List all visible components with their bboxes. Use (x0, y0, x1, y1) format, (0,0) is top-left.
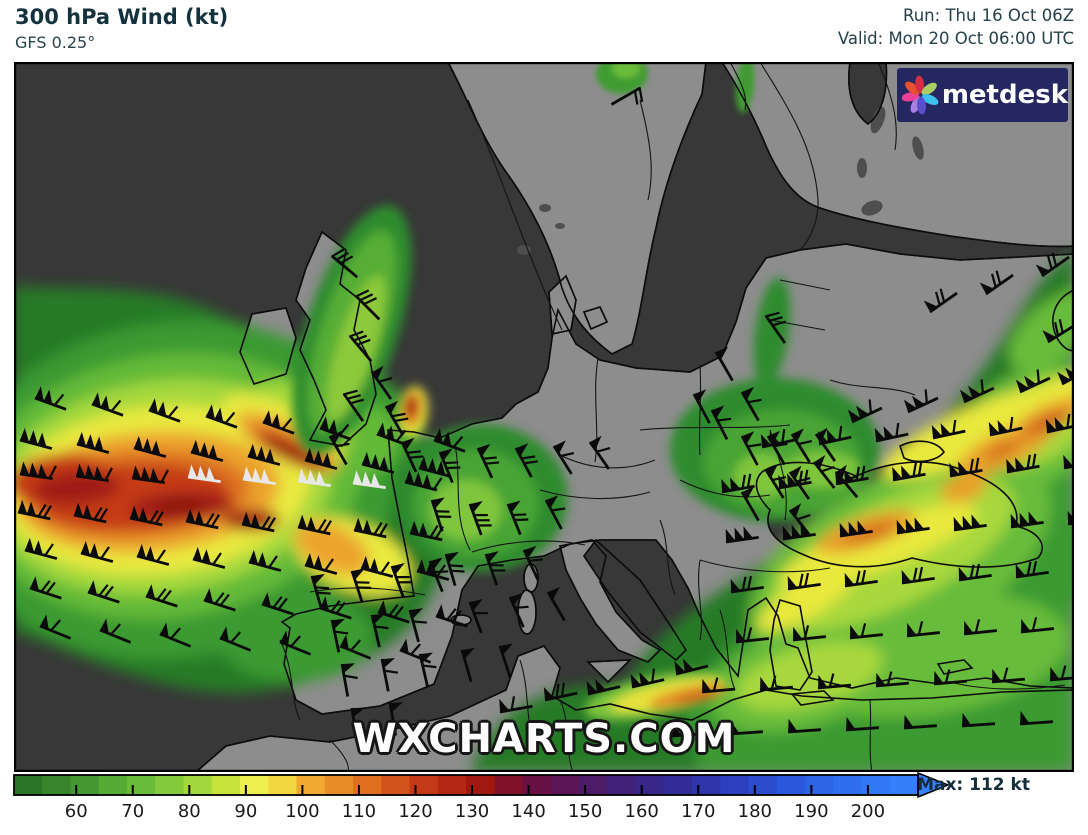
page-title: 300 hPa Wind (kt) (15, 5, 229, 29)
svg-text:110: 110 (342, 801, 376, 822)
svg-text:160: 160 (625, 801, 659, 822)
watermark: WXCHARTS.COM (352, 716, 736, 762)
model-subtitle: GFS 0.25° (15, 33, 96, 52)
svg-text:100: 100 (285, 801, 319, 822)
run-timestamp: Run: Thu 16 Oct 06Z (903, 6, 1074, 25)
svg-text:200: 200 (851, 801, 885, 822)
max-wind-label: Max: 112 kt (917, 775, 1030, 795)
wind-barbs (17, 86, 1074, 741)
svg-text:130: 130 (455, 801, 489, 822)
svg-text:150: 150 (568, 801, 602, 822)
svg-text:70: 70 (121, 801, 144, 822)
colorbar: 60 70 80 90 100 110 120 130 140 150 160 170 180 190 20… (13, 771, 951, 822)
wind-speed-shading (14, 62, 1074, 772)
metdesk-logo: metdesk (897, 68, 1068, 122)
metdesk-logo-text: metdesk (941, 80, 1068, 110)
svg-text:120: 120 (398, 801, 432, 822)
svg-text:80: 80 (178, 801, 201, 822)
map-frame (14, 62, 1074, 772)
valid-timestamp: Valid: Mon 20 Oct 06:00 UTC (837, 29, 1074, 48)
svg-text:140: 140 (511, 801, 545, 822)
weather-map (14, 62, 1074, 772)
svg-text:180: 180 (738, 801, 772, 822)
svg-text:90: 90 (234, 801, 257, 822)
svg-text:60: 60 (65, 801, 88, 822)
svg-text:170: 170 (681, 801, 715, 822)
svg-text:190: 190 (794, 801, 828, 822)
metdesk-flower-icon (902, 75, 939, 115)
